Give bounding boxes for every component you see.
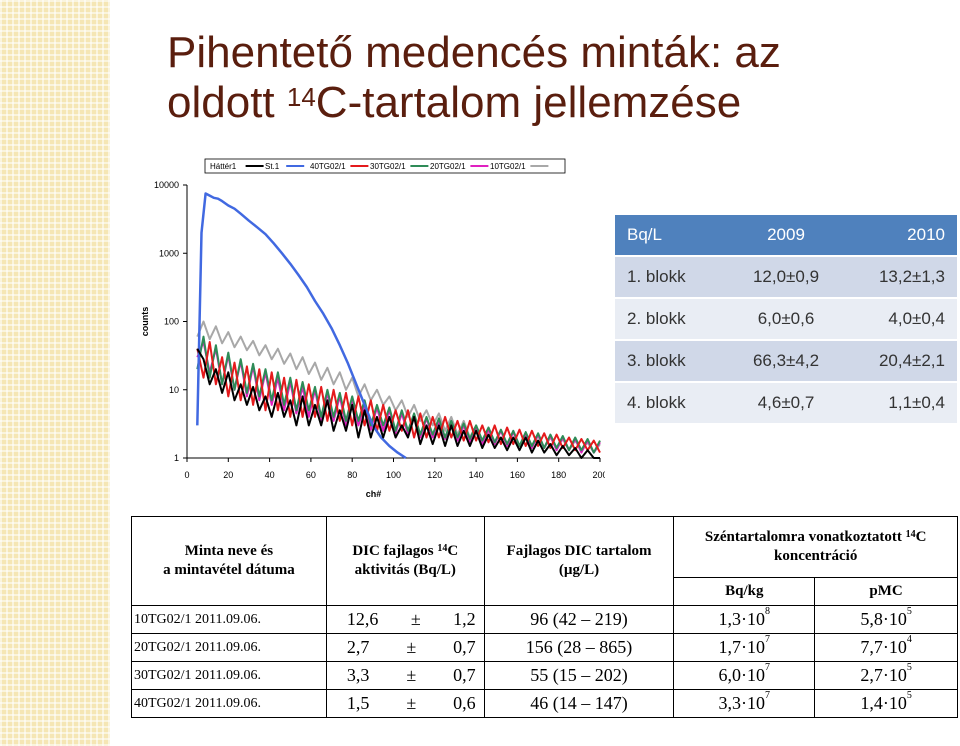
- activity-row: 1. blokk 12,0±0,9 13,2±1,3: [615, 256, 957, 299]
- series-line: [196, 341, 601, 454]
- activity-value: 2,7 ±0,7: [325, 633, 485, 662]
- dic-row: 10TG02/1 2011.09.06. 12,6 ±1,2 96 (42 – 2…: [131, 605, 958, 634]
- value-2010: 13,2±1,3: [843, 256, 957, 299]
- sample-name: 30TG02/1 2011.09.06.: [131, 661, 327, 690]
- dic-content: 55 (15 – 202): [483, 661, 675, 690]
- pmc-value: 2,7·105: [814, 661, 958, 690]
- title-superscript: 14: [286, 82, 316, 112]
- title-line-2: oldott 14C-tartalom jellemzése: [167, 78, 742, 127]
- spectrum-chart: 0 20 40 60 80 100 120 140 160 180 200 1 10 100 1000 100…: [140, 158, 605, 499]
- dic-table: Minta neve és a mintavétel dátuma DIC faj…: [131, 516, 958, 718]
- activity-value: 1,5 ±0,6: [325, 689, 485, 718]
- x-tick-label: 40: [265, 470, 275, 480]
- pmc-value: 7,7·104: [814, 633, 958, 662]
- slide-title: Pihentető medencés minták: az oldott 14C…: [167, 28, 947, 128]
- y-tick-label: 10000: [154, 180, 179, 190]
- header-2009: 2009: [729, 215, 843, 257]
- value-2009: 12,0±0,9: [729, 256, 843, 299]
- block-label: 4. blokk: [615, 382, 729, 425]
- x-tick-label: 180: [551, 470, 566, 480]
- value-2010: 20,4±2,1: [843, 340, 957, 383]
- activity-value: 12,6 ±1,2: [325, 605, 485, 634]
- header-2010: 2010: [843, 215, 957, 257]
- header-dic-content: Fajlagos DIC tartalom (µg/L): [483, 516, 675, 606]
- activity-table: Bq/L 2009 2010 1. blokk 12,0±0,9 13,2±1,…: [615, 215, 957, 425]
- legend-label: 40TG02/1: [310, 162, 346, 171]
- x-tick-label: 0: [184, 470, 189, 480]
- activity-row: 2. blokk 6,0±0,6 4,0±0,4: [615, 298, 957, 341]
- x-tick-label: 20: [223, 470, 233, 480]
- value-2009: 6,0±0,6: [729, 298, 843, 341]
- x-tick-label: 200: [592, 470, 605, 480]
- x-tick-label: 160: [510, 470, 525, 480]
- header-activity: DIC fajlagos 14C aktivitás (Bq/L): [325, 516, 485, 606]
- block-label: 1. blokk: [615, 256, 729, 299]
- x-tick-label: 80: [347, 470, 357, 480]
- value-2010: 4,0±0,4: [843, 298, 957, 341]
- dic-row: 20TG02/1 2011.09.06. 2,7 ±0,7 156 (28 – 8…: [131, 633, 958, 662]
- x-tick-label: 120: [427, 470, 442, 480]
- header-unit: Bq/L: [615, 215, 729, 257]
- y-axis-label: counts: [140, 307, 150, 337]
- value-2009: 4,6±0,7: [729, 382, 843, 425]
- y-tick-label: 10: [169, 385, 179, 395]
- dic-row: 30TG02/1 2011.09.06. 3,3 ±0,7 55 (15 – 20…: [131, 661, 958, 690]
- bqkg-value: 1,7·107: [673, 633, 816, 662]
- dic-row: 40TG02/1 2011.09.06. 1,5 ±0,6 46 (14 – 14…: [131, 689, 958, 718]
- legend-box: [204, 158, 566, 174]
- x-tick-label: 60: [306, 470, 316, 480]
- bqkg-value: 6,0·107: [673, 661, 816, 690]
- dic-content: 46 (14 – 147): [483, 689, 675, 718]
- activity-table-header: Bq/L 2009 2010: [615, 215, 957, 257]
- legend-label: Háttér1: [210, 162, 237, 171]
- y-tick-label: 1: [174, 453, 179, 463]
- pmc-value: 1,4·105: [814, 689, 958, 718]
- legend-label: 10TG02/1: [490, 162, 526, 171]
- bqkg-value: 1,3·108: [673, 605, 816, 634]
- legend-label: 20TG02/1: [430, 162, 466, 171]
- series-line: [196, 192, 407, 460]
- activity-value: 3,3 ±0,7: [325, 661, 485, 690]
- header-bqkg: Bq/kg: [673, 577, 816, 606]
- value-2010: 1,1±0,4: [843, 382, 957, 425]
- sample-name: 40TG02/1 2011.09.06.: [131, 689, 327, 718]
- header-concentration: Széntartalomra vonatkoztatott 14C koncent…: [673, 516, 958, 578]
- decorative-sidebar: [0, 0, 110, 746]
- legend-label: St.1: [265, 162, 280, 171]
- activity-row: 4. blokk 4,6±0,7 1,1±0,4: [615, 382, 957, 425]
- sample-name: 10TG02/1 2011.09.06.: [131, 605, 327, 634]
- series-line: [196, 348, 600, 459]
- block-label: 2. blokk: [615, 298, 729, 341]
- dic-content: 96 (42 – 219): [483, 605, 675, 634]
- value-2009: 66,3±4,2: [729, 340, 843, 383]
- activity-row: 3. blokk 66,3±4,2 20,4±2,1: [615, 340, 957, 383]
- pmc-value: 5,8·105: [814, 605, 958, 634]
- dic-header-row: Minta neve és a mintavétel dátuma DIC faj…: [131, 516, 958, 606]
- title-line-1: Pihentető medencés minták: az: [167, 28, 781, 77]
- block-label: 3. blokk: [615, 340, 729, 383]
- header-pmc: pMC: [814, 577, 958, 606]
- x-tick-label: 140: [469, 470, 484, 480]
- x-tick-label: 100: [386, 470, 401, 480]
- legend-label: 30TG02/1: [370, 162, 406, 171]
- dic-content: 156 (28 – 865): [483, 633, 675, 662]
- bqkg-value: 3,3·107: [673, 689, 816, 718]
- y-tick-label: 100: [164, 317, 179, 327]
- sample-name: 20TG02/1 2011.09.06.: [131, 633, 327, 662]
- x-axis-label: ch#: [366, 489, 382, 499]
- header-sample: Minta neve és a mintavétel dátuma: [131, 516, 327, 606]
- y-tick-label: 1000: [159, 248, 179, 258]
